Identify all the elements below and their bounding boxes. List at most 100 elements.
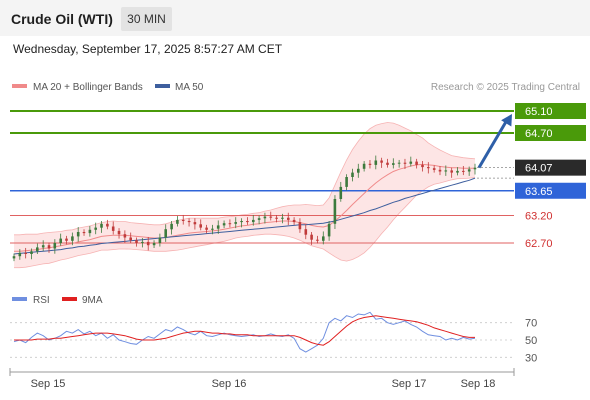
candle-body — [386, 162, 389, 165]
rsi-ma-legend-label: 9MA — [82, 295, 103, 306]
candle-body — [409, 161, 413, 164]
resistance-tag — [515, 103, 586, 119]
candle-body — [47, 245, 51, 249]
candle-body — [199, 224, 202, 228]
candle-body — [333, 199, 337, 224]
candle-body — [234, 222, 237, 224]
candle-body — [111, 226, 115, 231]
candle-body — [438, 169, 442, 172]
candle-body — [322, 236, 325, 241]
x-tick-label: Sep 17 — [392, 378, 427, 390]
x-tick-label: Sep 18 — [461, 378, 496, 390]
candle-body — [415, 161, 418, 165]
resistance-label: 64.70 — [525, 128, 553, 140]
candle-body — [444, 170, 448, 172]
candle-body — [187, 221, 191, 223]
candle-body — [351, 172, 354, 177]
candle-body — [129, 237, 132, 241]
candle-body — [146, 241, 150, 246]
candle-body — [339, 186, 343, 199]
pivot-level-label: 63.20 — [525, 211, 553, 223]
bollinger-lower-line — [14, 177, 476, 269]
candle-body — [263, 216, 267, 219]
ma50-legend-label: MA 50 — [175, 82, 204, 93]
candle-body — [275, 217, 278, 219]
candle-body — [362, 163, 366, 169]
candle-body — [374, 160, 378, 165]
candle-body — [380, 160, 383, 163]
rsi-ma-line — [14, 315, 475, 346]
candle-body — [59, 238, 62, 243]
candle-body — [292, 219, 296, 223]
candle-body — [269, 216, 273, 218]
rsi-legend-swatch — [12, 297, 27, 301]
candle-body — [246, 221, 249, 223]
support-tag — [515, 182, 586, 199]
candle-body — [257, 218, 261, 220]
candle-body — [368, 163, 372, 165]
forecast-arrow-shaft — [477, 119, 509, 169]
candle-body — [298, 222, 302, 230]
candle-body — [450, 170, 453, 173]
ma50-line — [13, 177, 476, 255]
candle-body — [170, 223, 173, 230]
candle-body — [240, 221, 243, 223]
timestamp: Wednesday, September 17, 2025 8:57:27 AM… — [13, 42, 283, 56]
candle-body — [403, 162, 407, 164]
candle-body — [287, 217, 290, 220]
ma20-legend-label: MA 20 + Bollinger Bands — [33, 82, 143, 93]
candle-body — [30, 251, 33, 254]
candle-body — [310, 234, 313, 240]
rsi-line — [13, 311, 476, 353]
rsi-tick-label: 70 — [525, 318, 537, 330]
candle-body — [65, 238, 68, 241]
candle-body — [141, 241, 144, 243]
header-bar: Crude Oil (WTI) 30 MIN — [0, 0, 590, 36]
ma20-line — [14, 163, 475, 252]
candle-body — [456, 170, 459, 173]
candle-body — [228, 223, 232, 225]
candle-body — [216, 225, 220, 229]
candle-body — [82, 232, 86, 234]
last-price-label: 64.07 — [525, 163, 553, 175]
instrument-title: Crude Oil (WTI) — [11, 11, 113, 27]
x-tick-label: Sep 15 — [31, 378, 66, 390]
rsi-tick-label: 30 — [525, 352, 537, 364]
support-label: 63.65 — [525, 186, 553, 198]
candle-body — [421, 164, 424, 168]
candle-body — [76, 232, 80, 237]
resistance-label: 65.10 — [525, 106, 553, 118]
pivot-level-label: 62.70 — [525, 238, 553, 250]
candle-body — [12, 256, 16, 259]
candle-body — [88, 229, 92, 234]
candle-body — [357, 168, 360, 173]
candle-body — [123, 234, 127, 238]
candle-body — [94, 227, 97, 230]
candle-body — [117, 230, 121, 235]
candle-body — [222, 223, 226, 226]
candle-body — [205, 227, 208, 230]
timeframe-button[interactable]: 30 MIN — [121, 7, 172, 31]
credit-text: Research © 2025 Trading Central — [431, 82, 580, 93]
rsi-tick-label: 50 — [525, 335, 537, 347]
candle-body — [392, 163, 395, 165]
candle-body — [252, 219, 255, 223]
forecast-arrow-head — [501, 114, 512, 127]
rsi-legend-label: RSI — [33, 295, 50, 306]
candle-body — [181, 219, 185, 221]
candle-body — [106, 223, 109, 227]
candle-body — [164, 229, 167, 238]
candle-body — [152, 243, 156, 246]
x-tick-label: Sep 16 — [212, 378, 247, 390]
candle-body — [473, 167, 477, 170]
candle-body — [41, 245, 45, 248]
candle-body — [462, 170, 465, 172]
candle-body — [176, 219, 179, 224]
candle-body — [193, 222, 197, 225]
candle-body — [53, 243, 57, 249]
candle-body — [100, 223, 103, 228]
candle-body — [427, 167, 430, 169]
ma50-legend-swatch — [155, 84, 170, 88]
